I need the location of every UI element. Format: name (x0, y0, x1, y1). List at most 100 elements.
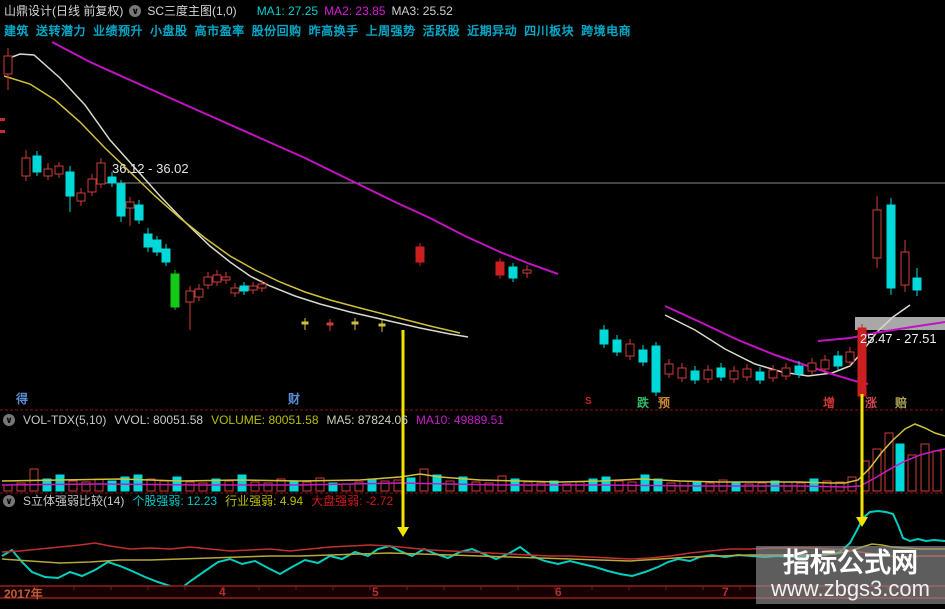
signal-marker: 预 (658, 396, 671, 410)
candle-body (807, 362, 817, 372)
candle-body (677, 367, 687, 379)
volume-bar (16, 482, 26, 492)
ma-magenta-right (664, 305, 869, 385)
candle-body (612, 339, 622, 353)
volume-bar (847, 476, 857, 492)
candle-body (742, 368, 752, 378)
hotboard-tag[interactable]: 四川板块 (524, 24, 575, 38)
hotboard-tag[interactable]: 股份回购 (251, 24, 302, 38)
annotation-arrowhead (856, 517, 868, 527)
ma1-value: MA1: 27.25 (256, 3, 319, 18)
candle-body (415, 246, 425, 263)
candle-body (886, 204, 896, 289)
hotboard-tag[interactable]: 业绩预升 (93, 24, 144, 38)
hotboard-tags-row: 建筑 送转潜力 业绩预升 小盘股 高市盈率 股份回购 昨高换手 上周强势 活跃股 近期异动 四川板块… (4, 22, 638, 39)
candle-body (729, 370, 739, 380)
candle-body (638, 349, 648, 363)
price-range-label-right: 25.47 - 27.51 (860, 331, 937, 346)
candle-body (900, 251, 910, 286)
vvol-value: VVOL: 80051.58 (114, 413, 204, 427)
candle-body (755, 371, 765, 381)
candle-body (820, 359, 830, 370)
axis-label: 7 (722, 585, 729, 599)
candle-body (716, 367, 726, 378)
volume-bar (419, 468, 429, 492)
candle-body (599, 329, 609, 345)
volume-bar (471, 481, 481, 492)
hotboard-tag[interactable]: 近期异动 (467, 24, 518, 38)
candle-body (76, 192, 86, 202)
candle-body (912, 277, 922, 291)
candle-body (212, 274, 222, 283)
candle-body (248, 285, 258, 291)
stock-title: 山鼎设计(日线 前复权) (4, 4, 124, 18)
watermark-title: 指标公式网 (783, 548, 918, 578)
volume-bar (562, 483, 572, 492)
volume-bar (757, 482, 767, 492)
main-indicator-name[interactable]: SC三度主图(1,0) (147, 4, 237, 18)
volume-bar (354, 481, 364, 492)
candle-body (3, 55, 13, 75)
candle-body (152, 239, 162, 253)
volume-bar (289, 480, 299, 492)
volume-bar (884, 432, 894, 492)
volume-bar (872, 448, 882, 492)
volume-indicator-name[interactable]: VOL-TDX(5,10) (23, 413, 107, 427)
candle-body (351, 321, 359, 325)
volume-bar (107, 480, 117, 492)
volume-bar (549, 480, 559, 492)
volume-bar (932, 450, 942, 492)
strength-indicator-name[interactable]: S立体强弱比较(14) (23, 494, 125, 508)
chevron-down-icon[interactable]: ∨ (3, 494, 15, 507)
volume-bar (94, 478, 104, 492)
volume-bar (250, 481, 260, 492)
candle-body (326, 322, 334, 326)
candle-body (87, 178, 97, 193)
hotboard-tag[interactable]: 送转潜力 (36, 24, 87, 38)
volume-ma10-line (1, 448, 945, 488)
hotboard-tag[interactable]: 昨高换手 (308, 24, 359, 38)
chart-header: 山鼎设计(日线 前复权) ∨ SC三度主图(1,0) MA1: 27.25 MA… (4, 2, 453, 19)
hotboard-tag[interactable]: 建筑 (4, 24, 30, 38)
volume-bar (380, 480, 390, 492)
volume-bar (3, 484, 13, 492)
volume-bar (575, 481, 585, 492)
signal-marker: 得 (16, 392, 29, 406)
hotboard-tag[interactable]: 高市盈率 (194, 24, 245, 38)
hotboard-tag[interactable]: 跨境电商 (581, 24, 632, 38)
candle-body (781, 367, 791, 377)
volume-bar (367, 478, 377, 492)
volume-bar (796, 482, 806, 492)
signal-marker: 赔 (895, 396, 908, 410)
candle-body (32, 155, 42, 173)
candle-body (703, 369, 713, 380)
candle-body (134, 204, 144, 221)
chevron-down-icon[interactable]: ∨ (3, 414, 15, 426)
annotation-arrowhead (397, 527, 409, 537)
hotboard-tag[interactable]: 小盘股 (150, 24, 188, 38)
hotboard-tag[interactable]: 上周强势 (365, 24, 416, 38)
candle-body (768, 369, 778, 379)
candle-body (378, 323, 386, 327)
signal-marker: 涨 (865, 396, 878, 410)
volume-bar (81, 481, 91, 492)
chevron-down-icon[interactable]: ∨ (129, 4, 142, 17)
volume-bar (198, 482, 208, 492)
volume-bar (224, 480, 234, 492)
hotboard-tag[interactable]: 活跃股 (422, 24, 461, 38)
signal-marker: 财 (288, 392, 301, 406)
candle-body (239, 285, 249, 292)
volume-bar (614, 480, 624, 492)
candle-body (107, 176, 117, 184)
signal-marker: 增 (823, 396, 836, 410)
candle-body (651, 345, 661, 393)
volume-bar (237, 474, 247, 492)
market-strength-value: 大盘强弱: -2.72 (311, 494, 394, 508)
volume-bar (920, 443, 930, 492)
volume-bar (601, 476, 611, 492)
volume-bar (55, 474, 65, 492)
candle-body (625, 343, 635, 357)
volume-value: VOLUME: 80051.58 (211, 413, 319, 427)
strength-pane-header: ∨ S立体强弱比较(14) 个股强弱: 12.23 行业强弱: 4.94 大盘强… (3, 492, 393, 509)
